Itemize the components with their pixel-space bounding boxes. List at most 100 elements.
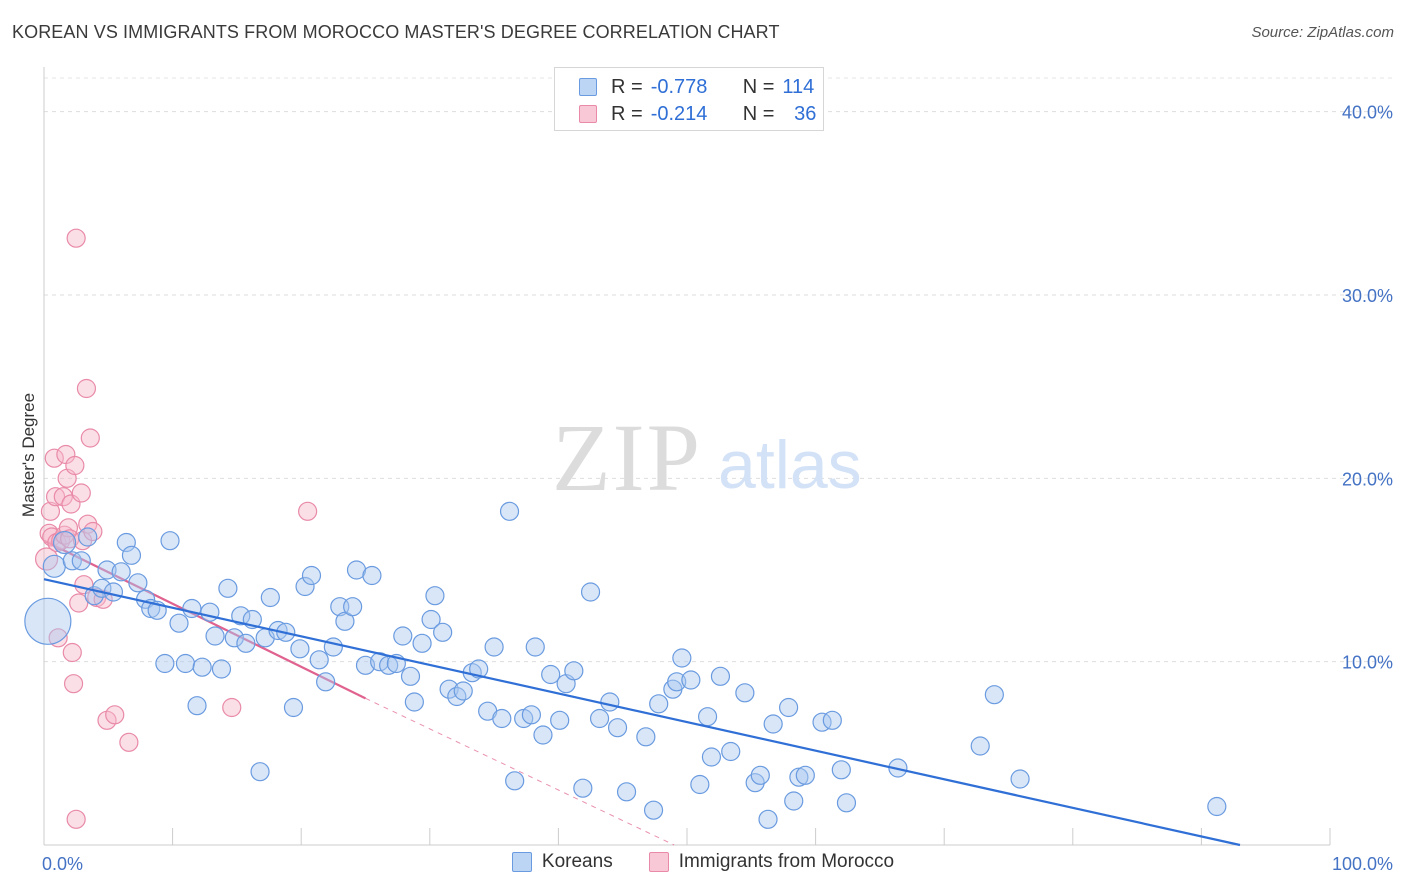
- data-point: [763, 714, 783, 734]
- data-point: [750, 765, 770, 785]
- watermark-zip: ZIP: [552, 404, 702, 511]
- data-point: [231, 606, 251, 626]
- data-point: [525, 637, 545, 657]
- data-point: [205, 626, 225, 646]
- data-point: [295, 576, 315, 597]
- legend-n-value: 36: [794, 102, 817, 125]
- y-tick-label: 30.0%: [1342, 286, 1393, 306]
- data-point: [45, 487, 66, 507]
- data-point: [66, 228, 86, 248]
- trendline-morocco-extension: [365, 697, 675, 846]
- data-point: [697, 707, 718, 727]
- trend-koreans: [43, 578, 1241, 847]
- data-point: [69, 593, 89, 613]
- data-point: [211, 659, 232, 679]
- data-point: [550, 710, 570, 730]
- data-point: [290, 639, 310, 659]
- data-point: [260, 587, 280, 608]
- data-point: [222, 697, 242, 718]
- bottom-legend-morocco: Immigrants from Morocco: [648, 851, 895, 873]
- data-point: [484, 637, 504, 657]
- data-point: [607, 718, 628, 738]
- data-point: [533, 725, 553, 745]
- data-point: [121, 545, 142, 565]
- gridlines: [44, 77, 1392, 663]
- data-point: [822, 710, 842, 730]
- data-point: [404, 692, 424, 712]
- data-point: [343, 597, 363, 617]
- data-point: [111, 562, 131, 582]
- watermark: ZIP atlas: [552, 404, 862, 511]
- data-point: [469, 659, 489, 679]
- data-point: [439, 679, 459, 699]
- data-point: [1010, 769, 1030, 789]
- data-point: [425, 586, 445, 606]
- data-point: [789, 767, 809, 787]
- data-point: [301, 565, 322, 586]
- data-point: [24, 597, 72, 645]
- data-point: [580, 582, 601, 602]
- data-point: [40, 501, 61, 521]
- legend-r-label: R =: [611, 102, 643, 125]
- x-tick-label: 0.0%: [42, 854, 83, 874]
- data-point: [160, 531, 180, 551]
- data-point: [616, 782, 637, 802]
- axes: [43, 67, 1331, 846]
- data-point: [521, 705, 541, 725]
- legend-swatch-koreans: [579, 78, 597, 96]
- data-point: [52, 530, 77, 555]
- data-point: [192, 657, 212, 677]
- data-point: [690, 774, 710, 795]
- data-point: [758, 809, 778, 829]
- y-tick-label: 10.0%: [1342, 653, 1393, 673]
- bottom-legend-swatch-morocco: [648, 852, 669, 872]
- data-point: [128, 573, 148, 593]
- y-tick-label: 20.0%: [1342, 469, 1393, 489]
- data-point: [836, 793, 857, 813]
- data-point: [103, 582, 124, 602]
- y-tick-label: 40.0%: [1342, 103, 1393, 123]
- legend-row-koreans: R = -0.778 N = 114: [579, 74, 814, 100]
- data-point: [355, 655, 376, 675]
- data-point: [83, 521, 103, 542]
- data-point: [573, 778, 593, 798]
- data-point: [649, 694, 669, 714]
- data-point: [155, 653, 175, 674]
- data-point: [298, 501, 318, 521]
- data-point: [76, 378, 97, 399]
- watermark-atlas: atlas: [718, 427, 862, 503]
- data-point: [53, 487, 73, 507]
- data-point: [433, 622, 453, 642]
- data-point: [778, 697, 799, 718]
- data-point: [362, 565, 382, 586]
- data-point: [589, 708, 610, 729]
- data-point: [71, 551, 91, 571]
- data-point: [970, 736, 990, 756]
- data-point: [65, 455, 85, 476]
- data-point: [636, 727, 656, 747]
- data-point: [218, 578, 238, 598]
- data-point: [316, 672, 336, 692]
- bottom-legend-koreans: Koreans: [511, 851, 613, 873]
- legend-n-label: N =: [742, 102, 775, 125]
- data-point: [784, 791, 804, 811]
- data-point: [643, 800, 664, 820]
- chart-title: KOREAN VS IMMIGRANTS FROM MOROCCO MASTER…: [12, 22, 780, 42]
- data-point: [44, 448, 64, 468]
- data-point: [309, 650, 329, 670]
- legend-r-value: -0.214: [650, 102, 708, 125]
- trendline-koreans: [43, 578, 1241, 847]
- bottom-legend-label-morocco: Immigrants from Morocco: [678, 851, 895, 872]
- data-point: [187, 696, 207, 716]
- data-point: [80, 428, 100, 448]
- x-tick-labels: 0.0% 100.0%: [42, 854, 1393, 874]
- data-point: [119, 732, 139, 752]
- data-point: [984, 685, 1004, 705]
- data-point: [393, 626, 413, 646]
- points-morocco: [34, 228, 318, 829]
- legend: R = -0.778 N = 114 R = -0.214 N = 36: [554, 67, 824, 131]
- data-point: [564, 661, 584, 681]
- data-point: [97, 560, 117, 580]
- data-point: [236, 633, 256, 653]
